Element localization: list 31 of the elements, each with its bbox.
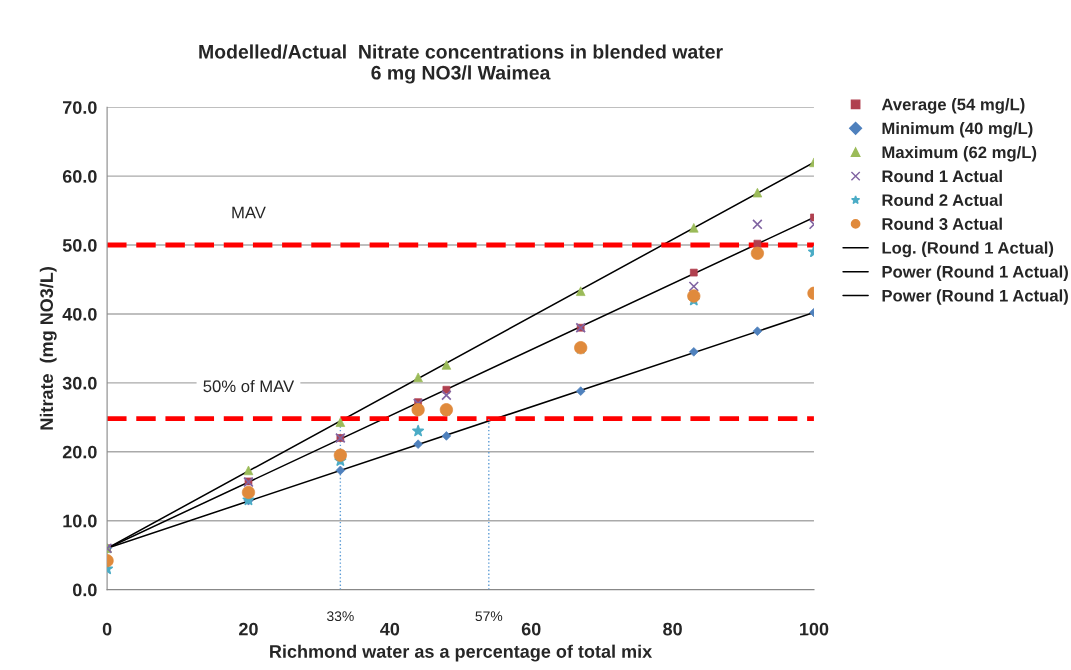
ref-line-label: 50% of MAV xyxy=(203,379,295,393)
legend-label: Minimum (40 mg/L) xyxy=(882,122,1033,138)
y-tick-label: 10.0 xyxy=(63,514,97,528)
y-tick-label: 20.0 xyxy=(62,445,97,459)
x-axis-title: Richmond water as a percentage of total mix xyxy=(270,644,653,662)
y-tick-label: 40.0 xyxy=(62,307,97,321)
y-tick-label: 60.0 xyxy=(62,170,97,183)
chart-title: Modelled/Actual Nitrate concentrations in blended water xyxy=(199,44,723,59)
legend-label: Round 2 Actual xyxy=(882,193,1002,207)
y-tick-label: 70.0 xyxy=(63,101,97,114)
x-tick-label: 60 xyxy=(521,622,541,636)
x-tick-label: 100 xyxy=(800,622,829,636)
y-tick-label: 50.0 xyxy=(62,238,97,252)
legend-label: Average (54 mg/L) xyxy=(881,98,1025,114)
legend-label: Round 1 Actual xyxy=(882,169,1002,183)
x-tick-label: 20 xyxy=(239,622,258,636)
y-tick-label: 0.0 xyxy=(72,583,97,597)
annotation: 57% xyxy=(475,611,503,622)
ref-line-label: MAV xyxy=(232,206,266,219)
legend-label: Maximum (62 mg/L) xyxy=(882,145,1037,162)
annotation: 33% xyxy=(326,611,354,622)
x-tick-label: 40 xyxy=(380,622,400,636)
legend-label: Power (Round 1 Actual) xyxy=(882,265,1068,281)
x-tick-label: 80 xyxy=(663,622,682,636)
y-tick-label: 30.0 xyxy=(62,376,97,390)
y-axis-title: Nitrate (mg NO3/L) xyxy=(39,267,57,430)
chart-subtitle: 6 mg NO3/l Waimea xyxy=(371,65,551,84)
x-tick-label: 0 xyxy=(102,622,112,636)
legend-label: Power (Round 1 Actual) xyxy=(882,289,1068,305)
legend-label: Round 3 Actual xyxy=(882,217,1002,230)
legend-label: Log. (Round 1 Actual) xyxy=(882,241,1054,258)
